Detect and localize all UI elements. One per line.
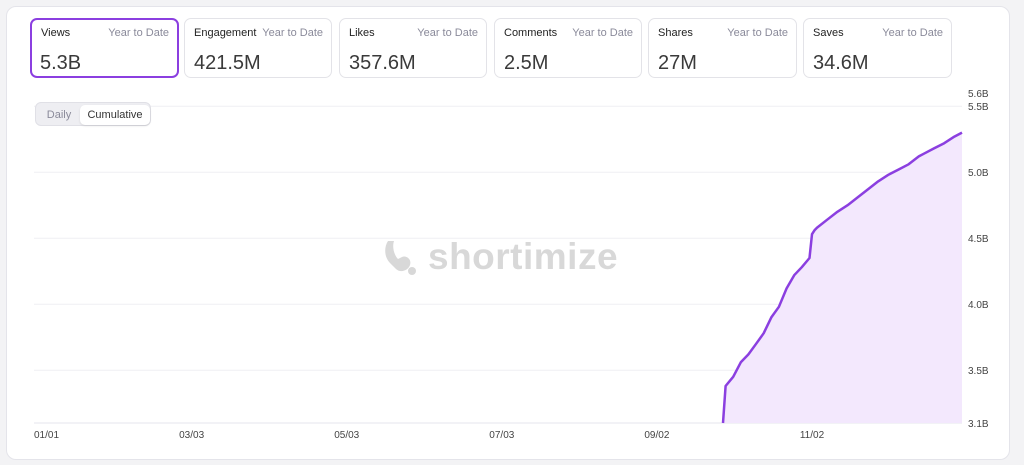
x-tick-label: 09/02 xyxy=(644,430,669,441)
card-value: 5.3B xyxy=(40,52,82,74)
engagement-card[interactable]: Engagement Year to Date 421.5M xyxy=(184,18,332,78)
card-value: 27M xyxy=(658,52,697,74)
card-value: 2.5M xyxy=(504,52,549,74)
x-tick-label: 03/03 xyxy=(179,430,204,441)
y-tick-label: 3.5B xyxy=(968,366,989,377)
x-tick-label: 11/02 xyxy=(800,430,825,441)
card-label: Views xyxy=(41,27,71,39)
daily-toggle-button[interactable]: Daily xyxy=(46,109,72,121)
y-tick-label: 5.6B xyxy=(968,89,989,100)
view-mode-toggle[interactable]: Daily Cumulative xyxy=(35,102,151,126)
series-line xyxy=(721,131,963,424)
shortimize-logo-icon xyxy=(385,241,416,275)
y-tick-label: 4.5B xyxy=(968,234,989,245)
shares-card[interactable]: Shares Year to Date 27M xyxy=(648,18,797,78)
card-period: Year to Date xyxy=(572,27,633,39)
card-period: Year to Date xyxy=(882,27,943,39)
card-value: 357.6M xyxy=(349,52,416,74)
card-period: Year to Date xyxy=(727,27,788,39)
card-period: Year to Date xyxy=(417,27,478,39)
y-tick-label: 5.0B xyxy=(968,168,989,179)
x-tick-label: 05/03 xyxy=(334,430,359,441)
card-label: Engagement xyxy=(194,27,257,39)
card-period: Year to Date xyxy=(108,27,169,39)
watermark-logo: shortimize xyxy=(382,236,618,278)
card-label: Comments xyxy=(504,27,558,39)
cumulative-toggle-button[interactable]: Cumulative xyxy=(80,105,150,125)
y-tick-label: 5.5B xyxy=(968,102,989,113)
views-card[interactable]: Views Year to Date 5.3B xyxy=(30,18,179,78)
comments-card[interactable]: Comments Year to Date 2.5M xyxy=(494,18,642,78)
card-label: Likes xyxy=(349,27,375,39)
y-tick-label: 4.0B xyxy=(968,300,989,311)
saves-card[interactable]: Saves Year to Date 34.6M xyxy=(803,18,952,78)
x-tick-label: 01/01 xyxy=(34,430,59,441)
series-area xyxy=(723,132,962,423)
card-label: Shares xyxy=(658,27,693,39)
card-value: 34.6M xyxy=(813,52,869,74)
likes-card[interactable]: Likes Year to Date 357.6M xyxy=(339,18,487,78)
card-period: Year to Date xyxy=(262,27,323,39)
y-tick-label: 3.1B xyxy=(968,419,989,430)
card-value: 421.5M xyxy=(194,52,261,74)
x-tick-label: 07/03 xyxy=(489,430,514,441)
card-label: Saves xyxy=(813,27,844,39)
watermark-text: shortimize xyxy=(428,236,619,277)
